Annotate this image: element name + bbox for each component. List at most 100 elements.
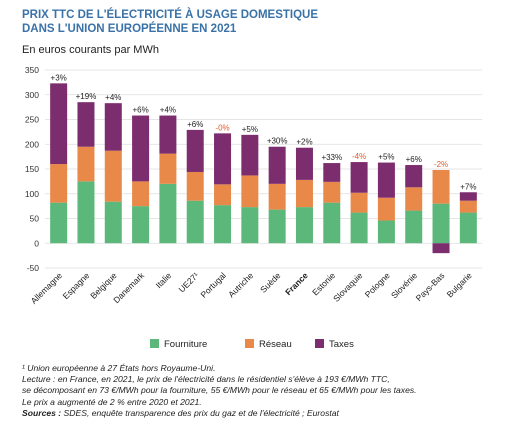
legend-label: Réseau	[259, 339, 292, 350]
bar-segment-taxes	[350, 162, 368, 193]
bar-segment-taxes	[459, 192, 477, 201]
x-category-label: Danemark	[111, 270, 146, 305]
bar-change-label: +3%	[51, 73, 67, 82]
bar-segment-taxes	[159, 115, 177, 154]
lecture-line-1: Lecture : en France, en 2021, le prix de…	[22, 374, 390, 385]
y-tick-label: 250	[25, 115, 39, 125]
bar-change-label: +6%	[406, 155, 422, 164]
bar-segment-taxes	[77, 102, 95, 147]
bar-change-label: +4%	[160, 106, 176, 115]
x-category-label: France	[283, 270, 310, 297]
x-category-label: Italie	[154, 270, 174, 290]
sources-label: Sources :	[22, 407, 62, 418]
bar-segment-reseau	[459, 200, 477, 213]
bar-segment-fourniture	[159, 183, 177, 244]
chart-subtitle: En euros courants par MWh	[22, 44, 159, 56]
bar-segment-reseau	[77, 146, 95, 182]
bar-change-label: +6%	[187, 120, 203, 129]
bar-segment-fourniture	[377, 220, 395, 244]
sources: Sources : SDES, enquête transparence des…	[22, 408, 502, 419]
bar-segment-taxes	[432, 243, 450, 254]
bar-change-label: +5%	[242, 125, 258, 134]
bar-segment-reseau	[405, 187, 423, 211]
bar-segment-taxes	[186, 129, 204, 172]
bar-change-label: -2%	[434, 160, 448, 169]
chart-title: PRIX TTC DE L'ÉLECTRICITÉ À USAGE DOMEST…	[22, 8, 492, 36]
bar-segment-reseau	[159, 153, 177, 184]
x-category-label: Bulgarie	[445, 270, 474, 299]
bar-segment-fourniture	[241, 207, 259, 244]
bar-change-label: +19%	[76, 92, 97, 101]
bar-segment-reseau	[377, 197, 395, 221]
bar-segment-fourniture	[295, 207, 313, 244]
legend-label: Taxes	[329, 339, 354, 350]
legend-swatch	[150, 339, 159, 348]
x-category-label: Pologne	[363, 270, 392, 299]
legend-swatch	[315, 339, 324, 348]
x-category-label: Autriche	[226, 270, 255, 299]
sources-text: SDES, enquête transparence des prix du g…	[61, 407, 339, 418]
bar-segment-reseau	[295, 179, 313, 208]
bar-change-label: +5%	[378, 153, 394, 162]
x-category-label: Allemagne	[29, 270, 65, 306]
y-tick-label: 50	[30, 214, 40, 224]
bar-change-label: +33%	[321, 153, 342, 162]
bar-segment-taxes	[104, 103, 122, 151]
bar-segment-fourniture	[432, 203, 450, 244]
y-tick-label: 0	[34, 238, 39, 248]
footnote: ¹ Union européenne à 27 États hors Royau…	[22, 363, 216, 373]
bar-segment-fourniture	[50, 202, 68, 244]
bar-change-label: +7%	[460, 182, 476, 191]
y-tick-label: -50	[27, 263, 40, 273]
bar-change-label: -4%	[352, 152, 366, 161]
bar-segment-taxes	[241, 134, 259, 176]
bar-change-label: +2%	[296, 138, 312, 147]
bar-segment-fourniture	[405, 210, 423, 244]
bar-segment-reseau	[104, 150, 122, 202]
bar-segment-fourniture	[323, 202, 341, 244]
bar-change-label: +6%	[132, 106, 148, 115]
y-tick-label: 350	[25, 65, 39, 75]
bar-segment-fourniture	[214, 205, 232, 244]
bar-segment-reseau	[323, 181, 341, 203]
bar-segment-taxes	[50, 83, 68, 165]
x-category-label: Suède	[258, 270, 283, 295]
bar-segment-taxes	[405, 165, 423, 188]
bar-segment-taxes	[295, 147, 313, 180]
bar-segment-reseau	[186, 171, 204, 201]
y-tick-label: 100	[25, 189, 39, 199]
y-tick-label: 300	[25, 90, 39, 100]
bar-segment-fourniture	[350, 212, 368, 244]
bar-segment-taxes	[323, 163, 341, 182]
lecture-line-2: se décomposant en 73 €/MWh pour la fourn…	[22, 385, 417, 396]
chart-notes: ¹ Union européenne à 27 États hors Royau…	[22, 363, 502, 419]
bar-change-label: -0%	[215, 123, 229, 132]
legend-label: Fourniture	[164, 339, 207, 350]
bar-segment-taxes	[377, 162, 395, 198]
bar-segment-fourniture	[268, 209, 286, 244]
y-tick-label: 200	[25, 139, 39, 149]
bar-segment-fourniture	[459, 212, 477, 244]
x-category-label: Slovaquie	[331, 270, 365, 304]
legend-swatch	[245, 339, 254, 348]
title-line-1: PRIX TTC DE L'ÉLECTRICITÉ À USAGE DOMEST…	[22, 9, 319, 21]
title-line-2: DANS L'UNION EUROPÉENNE EN 2021	[22, 23, 237, 35]
bar-segment-reseau	[50, 164, 68, 203]
bar-segment-fourniture	[186, 200, 204, 244]
bar-segment-reseau	[132, 181, 150, 207]
x-category-label: Espagne	[61, 270, 92, 301]
bar-segment-taxes	[214, 133, 232, 185]
bar-segment-fourniture	[104, 201, 122, 244]
bar-segment-reseau	[214, 184, 232, 206]
bar-segment-fourniture	[77, 181, 95, 244]
bar-segment-reseau	[350, 192, 368, 213]
x-category-label: Portugal	[198, 270, 228, 300]
bar-segment-reseau	[268, 183, 286, 210]
bar-segment-taxes	[132, 115, 150, 182]
bar-segment-reseau	[241, 175, 259, 208]
x-category-label: UE27¹	[177, 270, 201, 294]
x-category-label: Pays-Bas	[414, 270, 447, 303]
bar-segment-taxes	[268, 146, 286, 184]
bar-segment-fourniture	[132, 206, 150, 244]
